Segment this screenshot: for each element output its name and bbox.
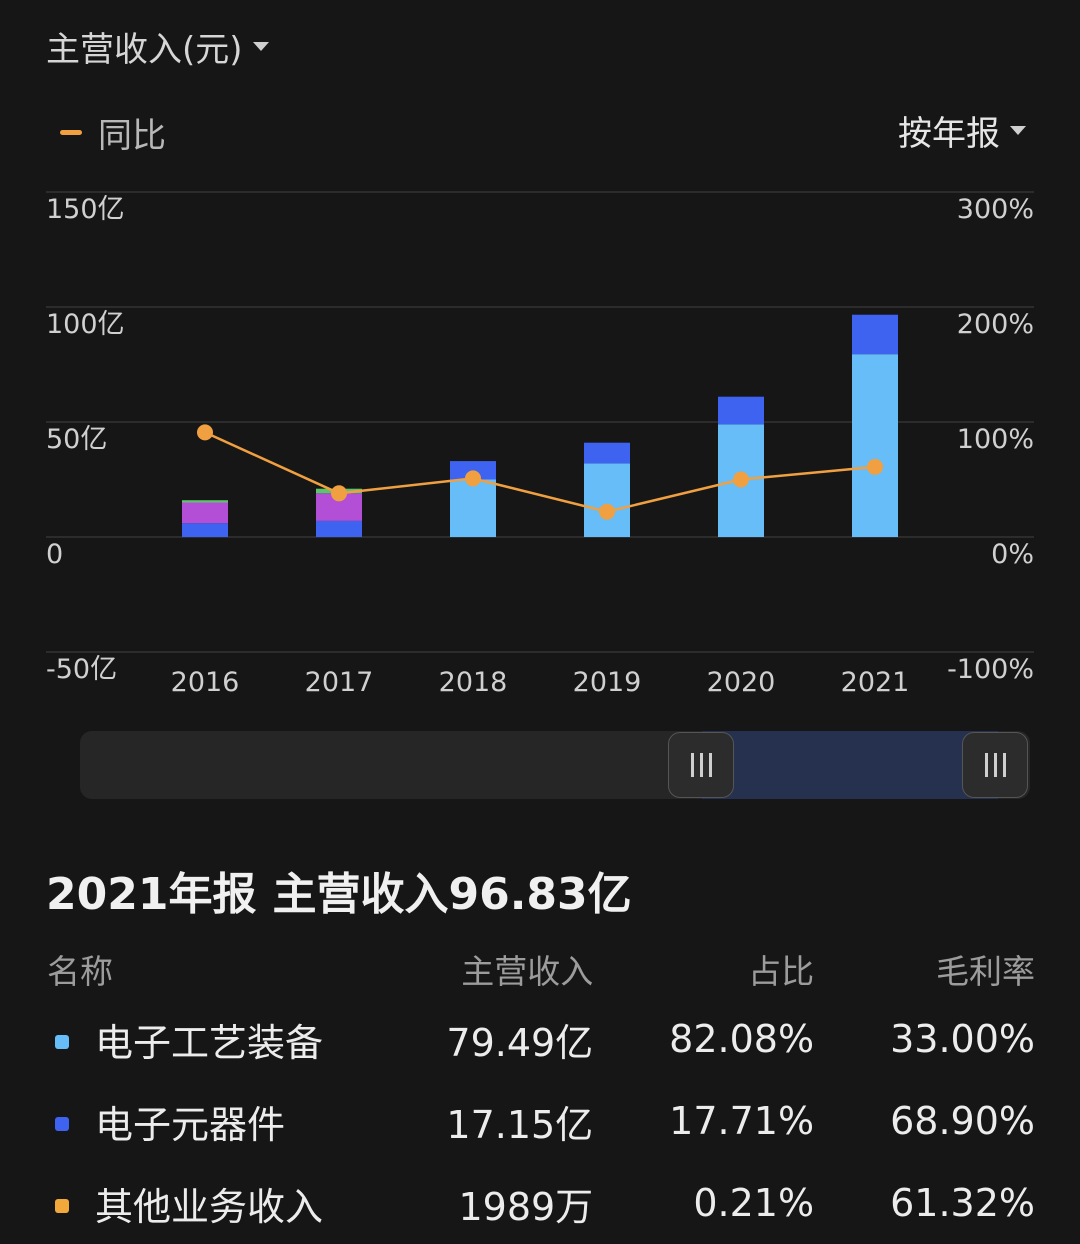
- y-left-tick-label: 100亿: [46, 309, 125, 340]
- report-summary: 2021年报 主营收入96.83亿: [46, 858, 648, 922]
- summary-metric: 主营收入96.83亿: [272, 869, 632, 920]
- x-tick-label: 2021: [841, 667, 910, 698]
- segment-name: 电子工艺装备: [46, 998, 384, 1080]
- segment-revenue: 79.49亿: [446, 1020, 594, 1065]
- y-right-tick-label: 100%: [957, 424, 1034, 455]
- grip-icon: [699, 753, 703, 777]
- bar-segment: [182, 500, 228, 503]
- bar-segment: [182, 523, 228, 537]
- yoy-line: [204, 431, 876, 513]
- segment-color-marker: [55, 1199, 69, 1213]
- bar-segment: [584, 463, 630, 537]
- x-tick-label: 2017: [305, 667, 374, 698]
- y-right-tick-label: 300%: [957, 194, 1034, 225]
- column-header-margin: 毛利率: [936, 952, 1035, 991]
- segment-name: 其他业务收入: [46, 1162, 384, 1244]
- y-left-tick-label: 50亿: [46, 424, 107, 455]
- slider-right-handle[interactable]: [962, 732, 1028, 798]
- bar-segment: [450, 479, 496, 537]
- yoy-point: [197, 424, 213, 441]
- grip-icon: [1002, 753, 1006, 777]
- segment-margin: 68.90%: [890, 1099, 1035, 1143]
- segment-revenue: 1989万: [458, 1184, 594, 1229]
- slider-selected-range[interactable]: [702, 731, 998, 799]
- bar-segment: [718, 396, 764, 425]
- slider-left-handle[interactable]: [668, 732, 734, 798]
- y-right-tick-label: -100%: [947, 654, 1034, 685]
- y-right-tick-label: 0%: [991, 539, 1034, 570]
- summary-period: 2021年报: [46, 869, 257, 920]
- yoy-point: [331, 485, 347, 502]
- bar-segment: [852, 314, 898, 355]
- column-header-revenue: 主营收入: [461, 952, 594, 991]
- table-row[interactable]: 电子工艺装备 79.49亿 82.08% 33.00%: [46, 998, 1036, 1080]
- yoy-point: [733, 471, 749, 488]
- bar-segment: [182, 502, 228, 524]
- period-selector-label: 按年报: [898, 114, 1000, 154]
- segment-name-label: 电子元器件: [95, 1102, 286, 1147]
- chart-title-label: 主营收入(元): [46, 30, 243, 70]
- segment-share: 0.21%: [693, 1181, 815, 1225]
- chevron-down-icon: [1010, 126, 1026, 135]
- y-left-tick-label: -50亿: [46, 654, 117, 685]
- yoy-point: [867, 458, 883, 475]
- table-header-row: 名称 主营收入 占比 毛利率: [46, 940, 1036, 998]
- segment-share: 82.08%: [669, 1017, 815, 1061]
- segment-revenue: 17.15亿: [446, 1102, 594, 1147]
- y-right-tick-label: 200%: [957, 309, 1034, 340]
- chart-title[interactable]: 主营收入(元): [46, 22, 269, 71]
- period-selector[interactable]: 按年报: [898, 106, 1026, 155]
- yoy-point: [465, 470, 481, 487]
- chevron-down-icon: [252, 42, 269, 51]
- segment-name-label: 其他业务收入: [95, 1184, 324, 1229]
- grip-icon: [708, 753, 712, 777]
- column-header-name: 名称: [47, 952, 113, 991]
- bar-segment: [584, 442, 630, 464]
- legend-yoy-label: 同比: [98, 116, 166, 156]
- line-legend-icon: [60, 130, 82, 135]
- bar-segment: [316, 520, 362, 537]
- grip-icon: [984, 753, 988, 777]
- x-tick-label: 2016: [171, 667, 240, 698]
- grip-icon: [690, 753, 694, 777]
- y-left-tick-label: 0: [46, 539, 63, 570]
- segment-share: 17.71%: [669, 1099, 815, 1143]
- yoy-point: [599, 503, 615, 520]
- x-tick-label: 2019: [573, 667, 642, 698]
- legend-yoy[interactable]: 同比: [60, 108, 166, 157]
- segment-table: 名称 主营收入 占比 毛利率 电子工艺装备 79.49亿 82.08% 33.00% 电…: [46, 940, 1036, 1244]
- column-header-share: 占比: [748, 952, 815, 991]
- revenue-chart[interactable]: 150亿 100亿 50亿 0 -50亿 300% 200% 100% 0% -100% 2016 2…: [0, 180, 1080, 710]
- y-left-tick-label: 150亿: [46, 194, 125, 225]
- x-tick-label: 2020: [707, 667, 776, 698]
- bar-segment: [852, 354, 898, 537]
- table-row[interactable]: 电子元器件 17.15亿 17.71% 68.90%: [46, 1080, 1036, 1162]
- x-tick-label: 2018: [439, 667, 508, 698]
- range-slider[interactable]: [80, 731, 1030, 799]
- bar-segment: [450, 461, 496, 480]
- segment-color-marker: [55, 1117, 69, 1131]
- segment-margin: 61.32%: [890, 1181, 1035, 1225]
- segment-margin: 33.00%: [890, 1017, 1035, 1061]
- table-row[interactable]: 其他业务收入 1989万 0.21% 61.32%: [46, 1162, 1036, 1244]
- segment-name: 电子元器件: [46, 1080, 384, 1162]
- segment-color-marker: [55, 1035, 69, 1049]
- grip-icon: [993, 753, 997, 777]
- segment-name-label: 电子工艺装备: [95, 1020, 324, 1065]
